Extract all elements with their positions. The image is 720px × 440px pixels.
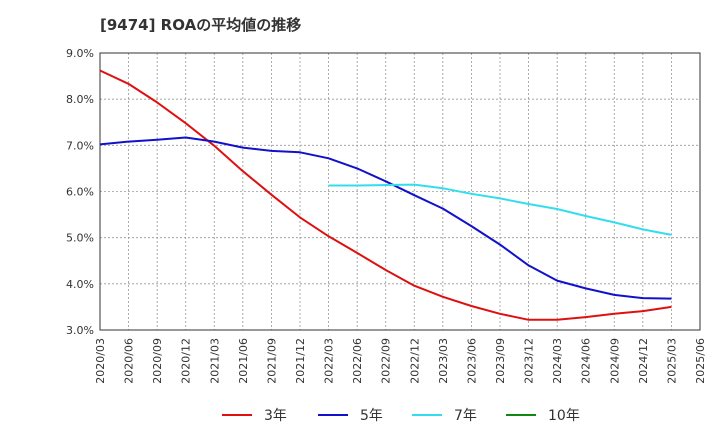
x-tick-label: 2023/06 [465,338,478,384]
series-line-7年 [328,183,672,236]
x-tick-label: 2023/03 [437,338,450,384]
y-tick-label: 6.0% [66,186,94,199]
plot-area [99,52,701,331]
x-tick-label: 2020/09 [151,338,164,384]
x-tick-label: 2021/03 [208,338,221,384]
y-tick-label: 3.0% [66,324,94,337]
legend: 3年 5年 7年 10年 [222,408,580,424]
legend-label: 3年 [264,408,287,424]
legend-label: 5年 [360,408,383,424]
x-tick-label: 2021/06 [237,338,250,384]
x-tick-label: 2022/09 [380,338,393,384]
x-tick-label: 2020/12 [180,338,193,384]
y-tick-label: 4.0% [66,278,94,291]
x-tick-label: 2020/06 [123,338,136,384]
x-tick-label: 2023/09 [494,338,507,384]
x-tick-label: 2022/03 [323,338,336,384]
x-tick-label: 2024/03 [551,338,564,384]
y-tick-label: 7.0% [66,139,94,152]
y-tick-label: 5.0% [66,232,94,245]
grid-lines [100,53,700,330]
x-tick-label: 2022/12 [408,338,421,384]
x-tick-label: 2020/03 [94,338,107,384]
series-lines [99,69,672,321]
legend-label: 10年 [548,408,580,424]
x-tick-label: 2024/12 [637,338,650,384]
y-axis: 3.0% 4.0% 5.0% 6.0% 7.0% 8.0% 9.0% [66,47,94,337]
series-line-3年 [99,69,672,321]
x-tick-label: 2023/12 [523,338,536,384]
y-tick-label: 8.0% [66,93,94,106]
x-tick-label: 2025/06 [694,338,707,384]
x-tick-label: 2024/09 [608,338,621,384]
series-line-5年 [99,136,672,300]
x-tick-label: 2021/09 [265,338,278,384]
x-tick-label: 2022/06 [351,338,364,384]
x-tick-label: 2021/12 [294,338,307,384]
x-axis: 2020/03 2020/06 2020/09 2020/12 2021/03 2021/… [94,338,707,384]
chart-title: [9474] ROAの平均値の推移 [100,16,301,34]
x-tick-label: 2024/06 [580,338,593,384]
x-tick-label: 2025/03 [665,338,678,384]
legend-label: 7年 [454,408,477,424]
y-tick-label: 9.0% [66,47,94,60]
